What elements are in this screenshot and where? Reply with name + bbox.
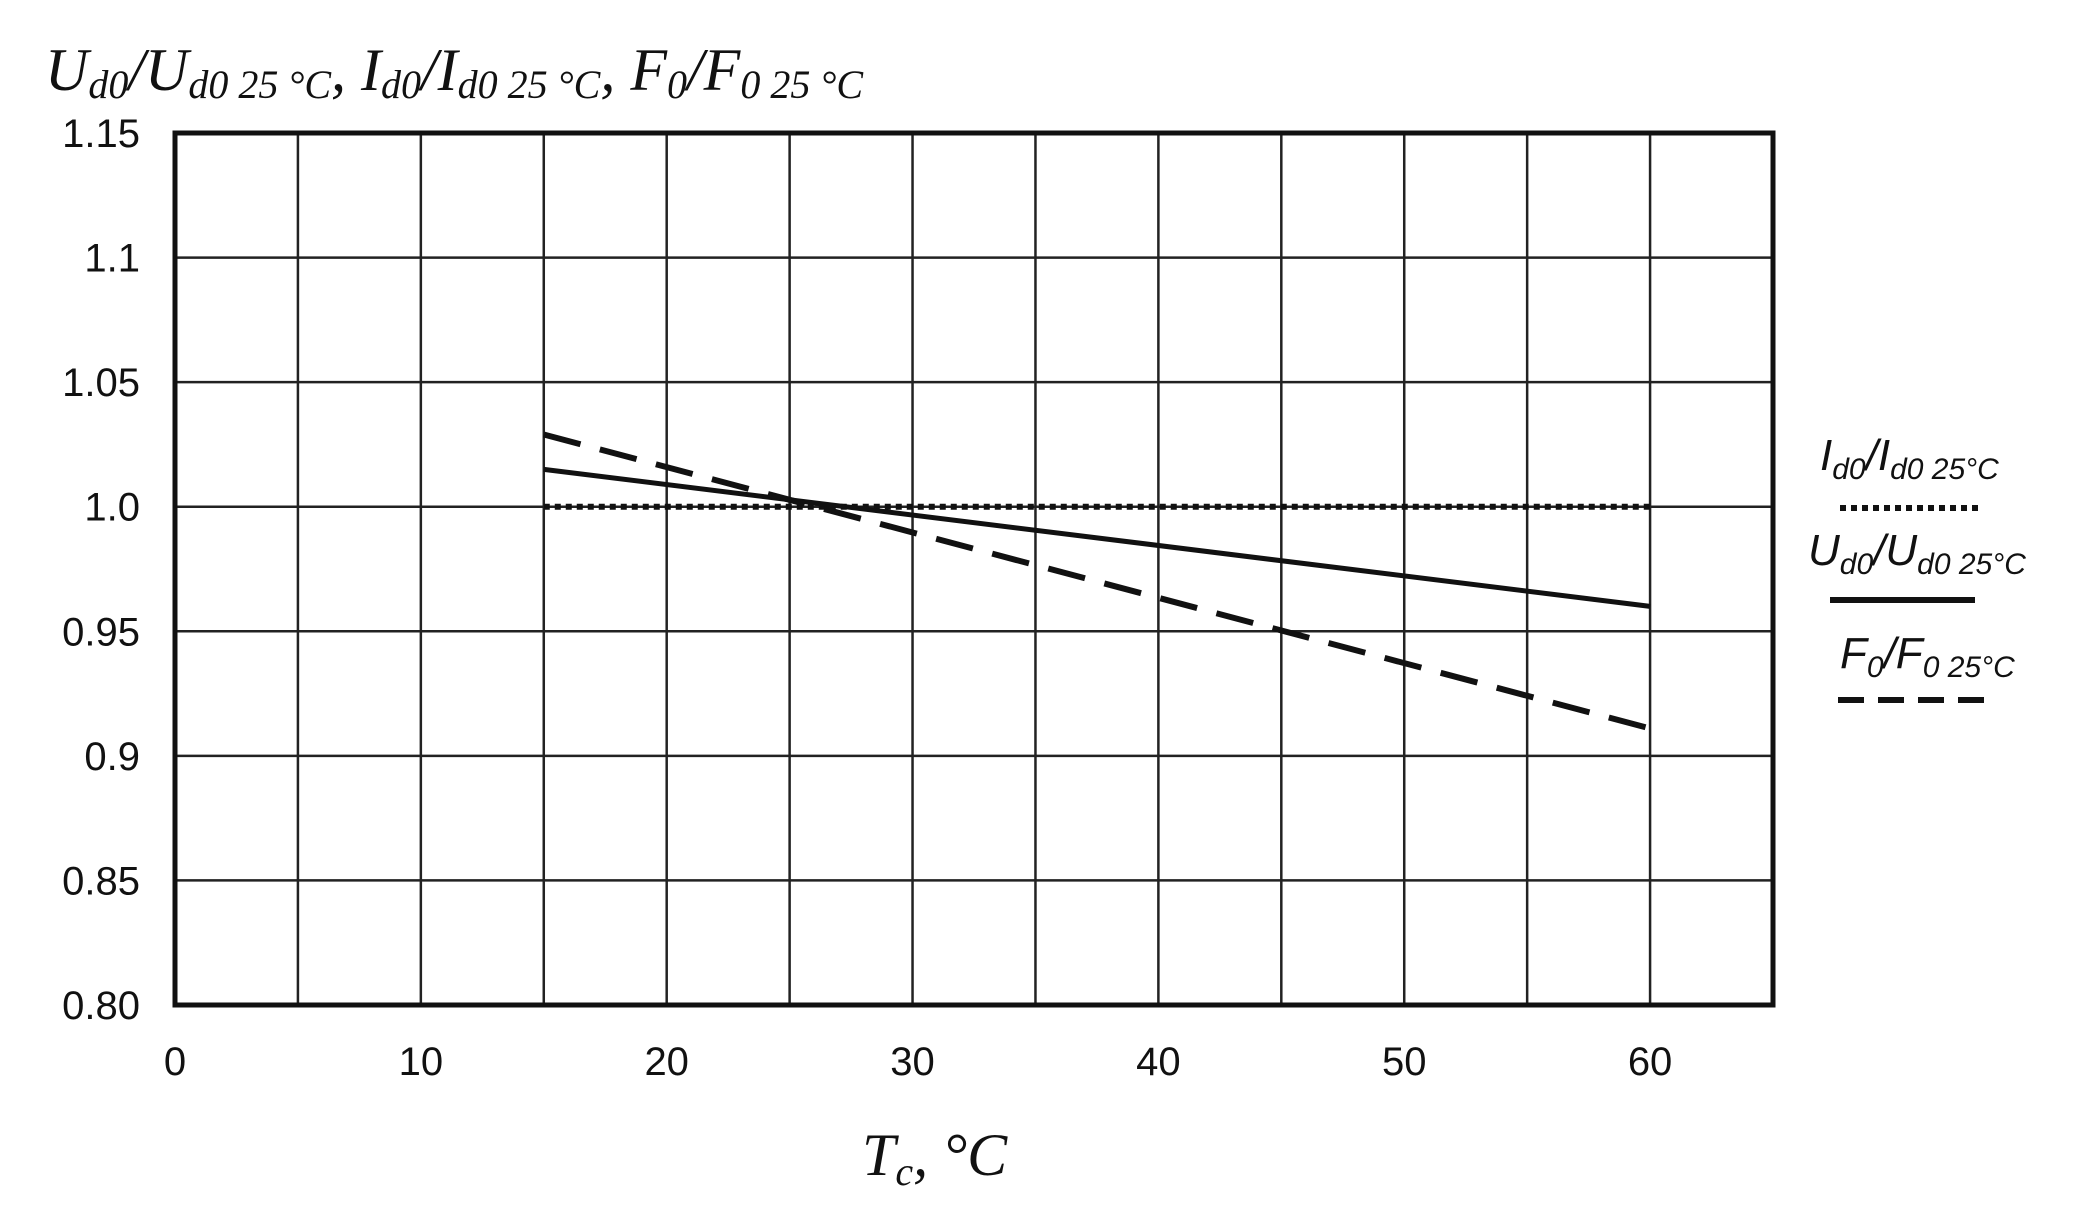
y-tick-labels: 0.80 0.85 0.9 0.95 1.0 1.05 1.1 1.15 bbox=[62, 112, 140, 1028]
series-line-f bbox=[542, 431, 1651, 732]
plot-frame bbox=[172, 130, 1776, 1008]
x-tick-label: 40 bbox=[1136, 1040, 1181, 1084]
legend-label-i: Id0/Id0 25°C bbox=[1820, 431, 1999, 486]
legend: Id0/Id0 25°C Ud0/Ud0 25°C F0/F0 25°C bbox=[1808, 431, 2026, 703]
x-tick-label: 60 bbox=[1628, 1040, 1673, 1084]
y-tick-label: 1.1 bbox=[84, 237, 140, 281]
x-tick-label: 0 bbox=[164, 1040, 186, 1084]
y-tick-label: 0.80 bbox=[62, 984, 140, 1028]
y-tick-label: 0.9 bbox=[84, 735, 140, 779]
y-tick-label: 1.05 bbox=[62, 361, 140, 405]
y-tick-label: 0.95 bbox=[62, 610, 140, 654]
series-line-u bbox=[543, 466, 1651, 609]
legend-label-f: F0/F0 25°C bbox=[1840, 629, 2015, 684]
x-axis-title: Tc, °C bbox=[862, 1122, 1008, 1194]
y-axis-title: Ud0/Ud0 25 °C, Id0/Id0 25 °C, F0/F0 25 °… bbox=[45, 37, 864, 107]
x-tick-labels: 0 10 20 30 40 50 60 bbox=[164, 1040, 1672, 1084]
series-group bbox=[542, 431, 1651, 732]
x-tick-label: 20 bbox=[644, 1040, 689, 1084]
y-tick-label: 0.85 bbox=[62, 859, 140, 903]
legend-label-u: Ud0/Ud0 25°C bbox=[1808, 526, 2026, 581]
y-tick-label: 1.15 bbox=[62, 112, 140, 156]
grid bbox=[175, 131, 1773, 1007]
x-tick-label: 10 bbox=[399, 1040, 444, 1084]
x-tick-label: 50 bbox=[1382, 1040, 1427, 1084]
y-tick-label: 1.0 bbox=[84, 486, 140, 530]
x-tick-label: 30 bbox=[890, 1040, 935, 1084]
